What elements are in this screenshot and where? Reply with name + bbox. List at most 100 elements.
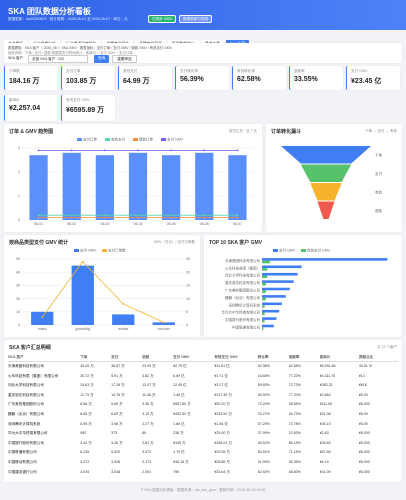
table-cell: 77.22% (288, 373, 301, 378)
point (170, 214, 173, 217)
table-cell: 中国移动有限公司 (8, 460, 37, 464)
table-divider (8, 361, 398, 362)
legend: 支付订单 有效支付 退款订单 支付 GMV (77, 137, 184, 142)
table-cell: 6.69 亿 (173, 373, 185, 378)
funnel-stage (317, 201, 335, 219)
table-cell: 2.81 万 (142, 440, 154, 445)
table-cell: ¥6.000 (358, 469, 370, 474)
table-cell: 重庆浪花科技有限公司 (8, 392, 44, 397)
point (137, 149, 139, 152)
button[interactable]: 查询 (94, 55, 110, 63)
point (103, 149, 106, 152)
table-cell: ¥25.00 万 (214, 431, 230, 436)
select-label: SKA 客户 (8, 56, 24, 60)
table-cell: 深圳腾讯计算机系统 (8, 421, 41, 426)
select[interactable]: 全部 SKA 客户（33） (28, 55, 88, 63)
filter-text: 指标说明：下单 / 支付 / 退款 数据按支付时间统计，客单价 = 支付 GMV… (8, 51, 133, 55)
chart-note: GMV（万元）/ 支付订单数 (153, 240, 195, 244)
y-tick-label: 河北大学科技有限公司 (225, 273, 260, 278)
table-cell: 35.26 万 (80, 364, 94, 368)
point (103, 214, 106, 217)
kpi-value: ¥6595.89 万 (66, 107, 105, 114)
table-cell: ¥6.00 (358, 412, 368, 416)
bar (62, 152, 81, 220)
table-header: 退款 (142, 355, 150, 359)
chart-note: 按日汇总 · 近 7 天 (228, 129, 257, 133)
table-cell: 4,272 (80, 460, 90, 464)
x-tick-label: goodsMg (76, 327, 90, 331)
button[interactable]: 重置筛选 (112, 55, 137, 63)
table-cell: 46.73% (288, 412, 301, 416)
legend-label: 支付订单 (83, 137, 97, 142)
point (203, 216, 206, 219)
bar (228, 155, 247, 220)
y-tick-label: 广东美的集团股份公司 (225, 288, 260, 293)
y2-tick-label: 5 (186, 310, 188, 314)
point (162, 321, 165, 324)
funnel-stage (281, 146, 371, 164)
table-cell: 5.91 万 (111, 373, 123, 378)
table-cell: ¥6.000 (358, 402, 370, 407)
table-cell: 3,676 (80, 469, 90, 474)
table-cell: 2,091 (142, 469, 152, 474)
kpi-value: 62.58% (237, 76, 261, 83)
kpi-card: 支付订单 103.85 万 (61, 66, 115, 90)
y2-tick-label: 0 (186, 323, 188, 327)
kpi-label: 有效支付 GMV (66, 98, 90, 102)
table-cell: 广东美的集团股份公司 (8, 402, 44, 407)
kpi-value: 33.55% (294, 76, 318, 83)
table-cell: 中国联通有限公司 (8, 450, 37, 455)
x-tick-label: voucher (158, 327, 171, 331)
table-cell: ¥6.19 (319, 460, 329, 464)
table-cell: 57.25% (257, 421, 270, 426)
table-cell: ¥31.09 (319, 469, 331, 474)
bar (262, 275, 268, 279)
table-cell: 1.70 亿 (173, 450, 185, 455)
kpi-value: 103.85 万 (66, 78, 97, 85)
legend-label: 有效支付 GMV (307, 248, 331, 253)
table-cell: ¥5,931.84 (319, 364, 336, 368)
table-header: 支付 GMV (173, 355, 190, 359)
table-cell: 23.00 万 (142, 364, 156, 368)
y-tick-label: 中国联通有限公司 (232, 325, 260, 330)
table-cell: 76.27% (257, 412, 270, 416)
y-tick-label: 火车科技有限（集团） (225, 265, 260, 270)
table-cell: 55.35% (288, 460, 301, 464)
table-cell: 24.63 万 (80, 383, 94, 388)
table-cell: ¥155 万 (173, 440, 186, 445)
chart-title: 订单 & GMV 趋势图 (9, 129, 54, 135)
point (70, 216, 73, 219)
filter-panel: 数据看板：SKA 客户（ 2026_06 ）· SKA GMV · 报表指标：支… (4, 43, 402, 63)
line (41, 261, 164, 323)
kpi-card: 支付 GMV ¥23.45 亿 (346, 66, 400, 90)
funnel-label: 下单 (375, 152, 383, 157)
table-cell: 64.58% (288, 364, 301, 368)
bar (262, 268, 268, 271)
table-header: 支付 (111, 355, 119, 359)
bar (262, 287, 290, 291)
badge: 数据更新已完成 (178, 15, 213, 23)
bar (262, 319, 265, 323)
kpi-label: 退款率 (294, 69, 305, 73)
chart: 支付 GMV 支付订单数 0 10 20 30 40 50 0 5 10 15 20 25 ecard goo… (16, 248, 190, 332)
table-cell: 1.86 亿 (173, 421, 185, 426)
table-cell: 中国银行股份有限公司 (8, 440, 44, 445)
bar (95, 155, 114, 220)
kpi-value: ¥2,257.04 (9, 105, 41, 112)
table-cell: 68.60% (288, 469, 301, 474)
y2-tick-label: 25 (186, 257, 190, 261)
y-tick-label: 20 (16, 297, 20, 301)
chart-panel: 订单 & GMV 趋势图 按日汇总 · 近 7 天支付订单 有效支付 退款订单 支付 G… (4, 124, 262, 232)
table-header: 退款率 (288, 355, 300, 359)
table-cell: 16.60% (257, 373, 270, 378)
table-cell: 72.78% (288, 421, 301, 426)
kpi-card: 客单价 ¥2,257.04 (4, 95, 58, 121)
point (70, 214, 73, 217)
kpi-label: 有效支付 (123, 69, 138, 73)
kpi-card: 下单数 184.16 万 (4, 66, 58, 90)
table-cell: 795 (173, 469, 180, 474)
x-tick-label: mobile (118, 327, 128, 331)
table-cell: 20.72 万 (80, 373, 94, 378)
point (103, 216, 106, 219)
point (170, 149, 173, 152)
